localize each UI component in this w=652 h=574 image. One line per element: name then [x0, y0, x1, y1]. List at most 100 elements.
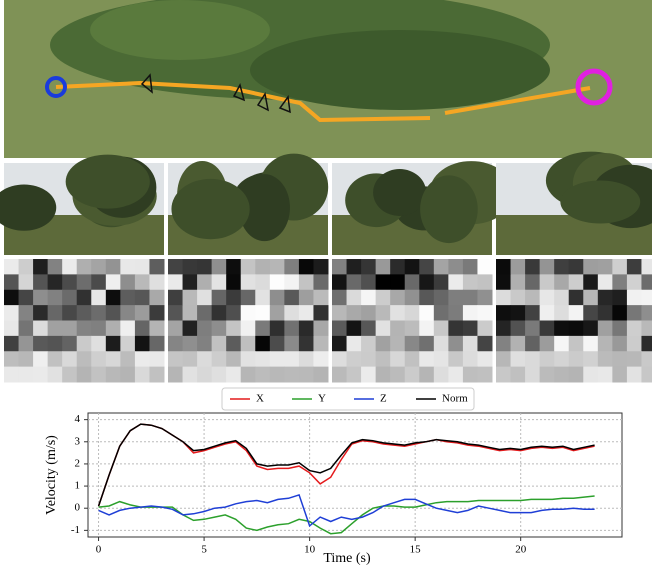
- depth-cell: [463, 321, 478, 337]
- depth-cell: [106, 274, 121, 290]
- depth-cell: [106, 259, 121, 275]
- depth-cell: [511, 274, 526, 290]
- depth-cell: [583, 367, 598, 383]
- depth-cell: [149, 290, 164, 306]
- depth-cell: [120, 290, 135, 306]
- depth-cell: [255, 259, 270, 275]
- depth-cell: [313, 305, 328, 321]
- depth-cell: [332, 321, 347, 337]
- depth-cell: [612, 336, 627, 352]
- depth-cell: [641, 274, 652, 290]
- depth-cell: [120, 336, 135, 352]
- depth-cell: [19, 274, 34, 290]
- depth-cell: [183, 305, 198, 321]
- depth-cell: [434, 367, 449, 383]
- depth-cell: [390, 351, 405, 367]
- depth-cell: [525, 351, 540, 367]
- depth-cell: [448, 274, 463, 290]
- depth-cell: [376, 336, 391, 352]
- depth-cell: [496, 259, 511, 275]
- depth-cell: [583, 351, 598, 367]
- depth-cell: [376, 274, 391, 290]
- x-tick-label: 5: [201, 544, 207, 556]
- depth-cell: [183, 336, 198, 352]
- depth-cell: [332, 367, 347, 383]
- depth-cell: [149, 321, 164, 337]
- depth-cell: [627, 336, 642, 352]
- depth-cell: [91, 274, 106, 290]
- depth-cell: [313, 367, 328, 383]
- depth-cell: [554, 321, 569, 337]
- depth-cell: [255, 367, 270, 383]
- depth-cell: [361, 336, 376, 352]
- depth-cell: [525, 290, 540, 306]
- depth-cell: [33, 259, 48, 275]
- depth-cell: [4, 259, 19, 275]
- depth-cell: [496, 321, 511, 337]
- depth-cell: [347, 351, 362, 367]
- depth-cell: [48, 351, 63, 367]
- depth-cell: [77, 367, 92, 383]
- depth-cell: [313, 290, 328, 306]
- depth-cell: [91, 259, 106, 275]
- legend-label: Y: [318, 393, 326, 405]
- depth-cell: [226, 259, 241, 275]
- depth-cell: [405, 367, 420, 383]
- depth-cell: [463, 259, 478, 275]
- depth-cell: [376, 290, 391, 306]
- y-tick-label: 2: [75, 457, 81, 469]
- depth-cell: [347, 321, 362, 337]
- depth-cell: [241, 367, 256, 383]
- depth-cell: [299, 367, 314, 383]
- depth-cell: [463, 274, 478, 290]
- depth-cell: [627, 290, 642, 306]
- depth-cell: [135, 351, 150, 367]
- camera-images: [0, 152, 652, 255]
- depth-cell: [270, 367, 285, 383]
- depth-cell: [405, 274, 420, 290]
- depth-cell: [212, 367, 227, 383]
- depth-cell: [448, 351, 463, 367]
- y-tick-label: 3: [75, 435, 81, 447]
- depth-cell: [91, 305, 106, 321]
- depth-cell: [183, 259, 198, 275]
- depth-cell: [313, 321, 328, 337]
- depth-cell: [168, 274, 183, 290]
- depth-cell: [405, 321, 420, 337]
- depth-cell: [48, 290, 63, 306]
- depth-cell: [511, 259, 526, 275]
- depth-cell: [583, 259, 598, 275]
- depth-cell: [197, 321, 212, 337]
- depth-cell: [212, 259, 227, 275]
- depth-cell: [212, 305, 227, 321]
- depth-cell: [376, 367, 391, 383]
- depth-cell: [511, 305, 526, 321]
- depth-cell: [511, 367, 526, 383]
- depth-cell: [641, 259, 652, 275]
- x-tick-label: 20: [515, 544, 527, 556]
- depth-cell: [361, 351, 376, 367]
- depth-cell: [376, 305, 391, 321]
- depth-cell: [62, 259, 77, 275]
- depth-cell: [48, 321, 63, 337]
- depth-cell: [569, 351, 584, 367]
- depth-cell: [405, 259, 420, 275]
- depth-cell: [390, 259, 405, 275]
- depth-cell: [106, 367, 121, 383]
- depth-cell: [612, 351, 627, 367]
- depth-cell: [477, 336, 492, 352]
- depth-cell: [347, 305, 362, 321]
- depth-cell: [598, 351, 613, 367]
- depth-cell: [540, 351, 555, 367]
- legend-label: X: [256, 393, 264, 405]
- aerial-view: [4, 0, 652, 158]
- depth-cell: [255, 351, 270, 367]
- depth-cell: [554, 305, 569, 321]
- depth-cell: [569, 336, 584, 352]
- depth-cell: [569, 290, 584, 306]
- depth-maps: [4, 259, 652, 383]
- depth-cell: [419, 367, 434, 383]
- camera-tree: [373, 169, 426, 216]
- depth-cell: [569, 321, 584, 337]
- depth-cell: [434, 274, 449, 290]
